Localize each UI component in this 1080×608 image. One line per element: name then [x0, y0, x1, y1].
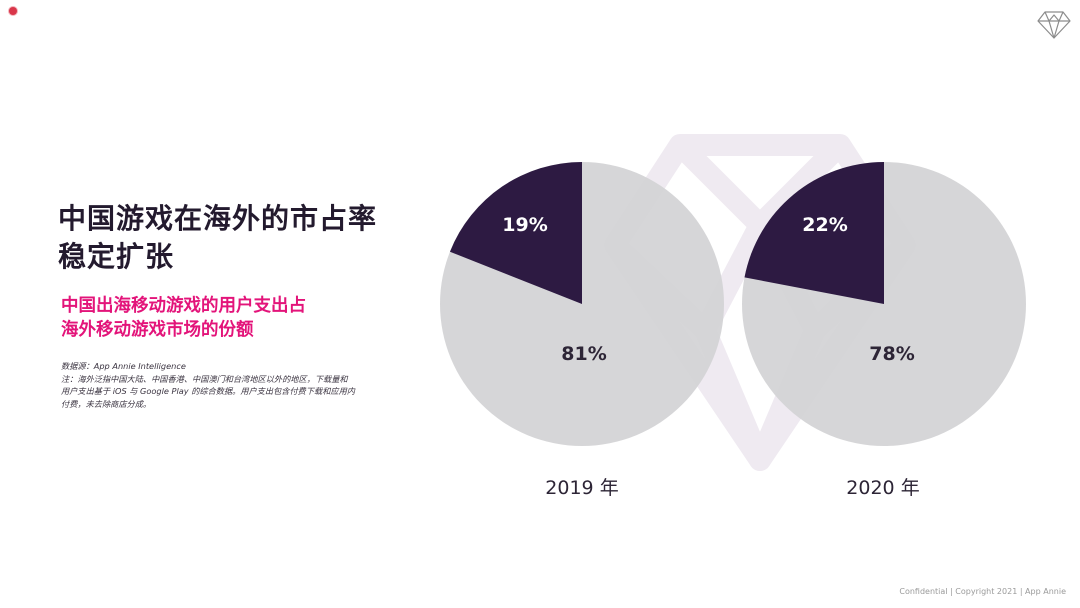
pie-2019-rest-label: 81% — [561, 343, 607, 365]
data-source: 数据源：App Annie Intelligence — [61, 361, 186, 371]
pie-2020-year-label: 2020 年 — [846, 477, 920, 499]
source-notes: 数据源：App Annie Intelligence 注：海外泛指中国大陆、中国… — [61, 360, 391, 410]
corner-marker-dot — [9, 7, 17, 15]
diamond-icon — [1037, 11, 1071, 39]
pie-slice-highlight — [744, 162, 884, 304]
pie-2019-highlight-label: 19% — [502, 214, 548, 236]
page-title: 中国游戏在海外的市占率 稳定扩张 — [58, 200, 418, 276]
note-line-1: 注：海外泛指中国大陆、中国香港、中国澳门和台湾地区以外的地区，下载量和 — [61, 373, 348, 384]
pie-slice-highlight — [449, 162, 582, 304]
pie-2020-highlight-label: 22% — [802, 214, 848, 236]
pie-2020-rest-label: 78% — [869, 343, 915, 365]
title-line-2: 稳定扩张 — [58, 240, 175, 273]
note-line-3: 付费，未去除商店分成。 — [61, 398, 152, 409]
title-line-1: 中国游戏在海外的市占率 — [58, 202, 378, 235]
note-line-2: 用户支出基于 iOS 与 Google Play 的综合数据。用户支出包含付费下… — [61, 386, 355, 396]
subtitle-line-2: 海外移动游戏市场的份额 — [61, 320, 254, 340]
pie-2019-year-label: 2019 年 — [545, 477, 619, 499]
chart-subtitle: 中国出海移动游戏的用户支出占 海外移动游戏市场的份额 — [61, 294, 391, 342]
subtitle-line-1: 中国出海移动游戏的用户支出占 — [61, 296, 306, 316]
footer-copyright: Confidential | Copyright 2021 | App Anni… — [899, 587, 1066, 596]
